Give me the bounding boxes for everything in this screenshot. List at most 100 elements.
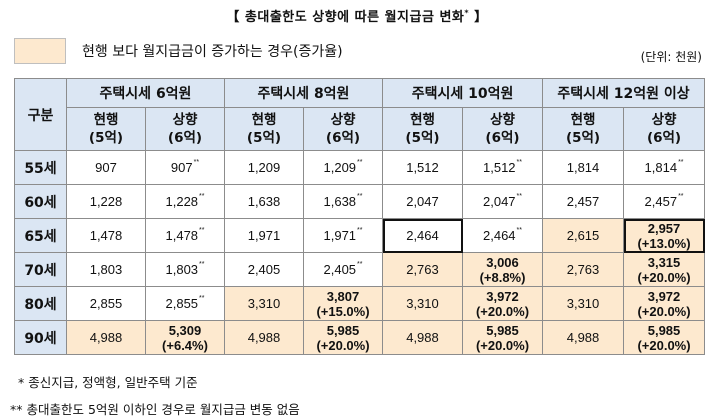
cell-value: 4,988 xyxy=(406,330,439,345)
table-cell: 3,972 (+20.0%) xyxy=(461,286,544,321)
sub-header-line1: 현행 xyxy=(570,112,596,128)
table-cell: 4,988 xyxy=(542,320,625,355)
table-cell: 1,209** xyxy=(303,150,383,185)
unit-label: (단위: 천원) xyxy=(640,50,702,64)
sub-header-line1: 상향 xyxy=(490,112,515,128)
table-cell: 3,006 (+8.8%) xyxy=(461,252,544,287)
table-cell: 907 xyxy=(66,150,146,185)
table-cell: 2,763 xyxy=(542,252,625,287)
table-cell: 3,310 xyxy=(382,286,463,321)
increase-rate: (+8.8%) xyxy=(479,269,526,285)
cell-value: 1,478 xyxy=(165,228,199,243)
cell-value: 3,807 xyxy=(326,288,360,304)
sub-header-line2: (5억) xyxy=(565,130,601,146)
table-cell: 2,405** xyxy=(303,252,383,287)
table-cell: 5,985 (+20.0%) xyxy=(623,320,706,355)
legend: 현행 보다 월지급금이 증가하는 경우(증가율) xyxy=(14,38,343,64)
table-cell: 3,972 (+20.0%) xyxy=(623,286,706,321)
table-cell: 1,478** xyxy=(145,218,225,253)
cell-value: 2,855 xyxy=(165,296,199,311)
cell-value: 4,988 xyxy=(566,330,600,345)
sub-header: 상향 (6억) xyxy=(623,107,706,151)
sub-header-line2: (6억) xyxy=(485,130,520,146)
cell-value: 2,047 xyxy=(483,194,516,209)
sub-header-line2: (5억) xyxy=(405,130,440,146)
cell-value: 4,988 xyxy=(89,330,123,345)
sub-header: 현행 (5억) xyxy=(542,107,625,151)
table-cell: 3,807 (+15.0%) xyxy=(303,286,383,321)
sub-header-line1: 현행 xyxy=(251,112,277,128)
footnote-2: ** 총대출한도 5억원 이하인 경우로 월지급금 변동 없음 xyxy=(10,402,300,417)
table-cell: 2,464 xyxy=(382,218,463,253)
sub-header: 현행 (5억) xyxy=(66,107,146,151)
age-cell: 55세 xyxy=(14,150,67,185)
legend-text: 현행 보다 월지급금이 증가하는 경우(증가율) xyxy=(82,44,343,60)
table-cell: 2,957 (+13.0%) xyxy=(623,218,706,253)
table-cell: 1,971** xyxy=(303,218,383,253)
cell-value: 1,228 xyxy=(165,194,199,209)
cell-value: 1,209 xyxy=(323,160,357,175)
cell-value: 2,405 xyxy=(247,262,281,277)
sub-header-line1: 상향 xyxy=(172,112,198,128)
cell-value: 2,464 xyxy=(483,228,516,243)
sub-header: 상향 (6억) xyxy=(303,107,383,151)
table-cell: 5,985 (+20.0%) xyxy=(461,320,544,355)
sub-header-line1: 현행 xyxy=(410,112,435,128)
footnote-mark: ** xyxy=(357,159,363,166)
cell-value: 1,814 xyxy=(566,160,600,175)
cell-value: 5,985 xyxy=(326,322,360,338)
cell-value: 4,988 xyxy=(247,330,281,345)
table-cell: 907** xyxy=(145,150,225,185)
sub-header-line1: 현행 xyxy=(93,112,119,128)
table-cell: 3,310 xyxy=(224,286,304,321)
title-footnote-mark: * xyxy=(464,8,470,18)
age-cell: 90세 xyxy=(14,320,67,355)
table-cell: 3,310 xyxy=(542,286,625,321)
cell-value: 2,615 xyxy=(566,228,600,243)
cell-value: 5,985 xyxy=(647,322,681,338)
group-header: 주택시세 12억원 이상 xyxy=(542,78,706,108)
footnote-mark: ** xyxy=(678,193,684,200)
table-cell: 1,971 xyxy=(224,218,304,253)
cell-value: 3,972 xyxy=(486,288,519,304)
cell-value: 1,228 xyxy=(89,194,123,209)
footnote-mark: ** xyxy=(357,261,363,268)
cell-value: 907 xyxy=(170,160,193,175)
sub-header: 상향 (6억) xyxy=(145,107,225,151)
increase-rate: (+20.0%) xyxy=(637,337,691,353)
table-cell: 1,803** xyxy=(145,252,225,287)
cell-value: 3,310 xyxy=(566,296,600,311)
cell-value: 5,985 xyxy=(486,322,519,338)
footnote-mark: ** xyxy=(516,227,522,234)
table-cell: 2,464** xyxy=(461,218,544,253)
table-cell: 4,988 xyxy=(66,320,146,355)
table-cell: 5,985 (+20.0%) xyxy=(303,320,383,355)
table-cell: 1,803 xyxy=(66,252,146,287)
increase-rate: (+20.0%) xyxy=(475,337,530,353)
footnote-mark: ** xyxy=(357,193,363,200)
cell-value: 3,006 xyxy=(486,254,519,270)
table-row: 55세 907 907** 1,209 1,209** 1,512 1,512** 1,814… xyxy=(14,150,706,185)
sub-header: 상향 (6억) xyxy=(461,107,544,151)
table-cell: 2,047** xyxy=(461,184,544,219)
table-cell: 1,228 xyxy=(66,184,146,219)
cell-value: 2,457 xyxy=(644,194,678,209)
cell-value: 1,512 xyxy=(406,160,439,175)
table-cell: 1,209 xyxy=(224,150,304,185)
title-close-bracket: 】 xyxy=(474,10,488,25)
sub-header-line1: 상향 xyxy=(651,112,677,128)
table-cell: 2,855 xyxy=(66,286,146,321)
cell-value: 1,512 xyxy=(483,160,516,175)
footnote-mark: ** xyxy=(678,159,684,166)
cell-value: 2,763 xyxy=(406,262,439,277)
sub-header: 현행 (5억) xyxy=(382,107,463,151)
group-header: 주택시세 10억원 xyxy=(381,78,544,108)
table-cell: 1,638 xyxy=(224,184,304,219)
cell-value: 1,971 xyxy=(323,228,357,243)
cell-value: 5,309 xyxy=(168,322,202,338)
footnote-mark: ** xyxy=(199,227,205,234)
table-cell: 2,615 xyxy=(542,218,625,253)
group-header: 주택시세 6억원 xyxy=(66,78,225,108)
cell-value: 1,638 xyxy=(323,194,357,209)
table-cell: 1,814 xyxy=(542,150,625,185)
